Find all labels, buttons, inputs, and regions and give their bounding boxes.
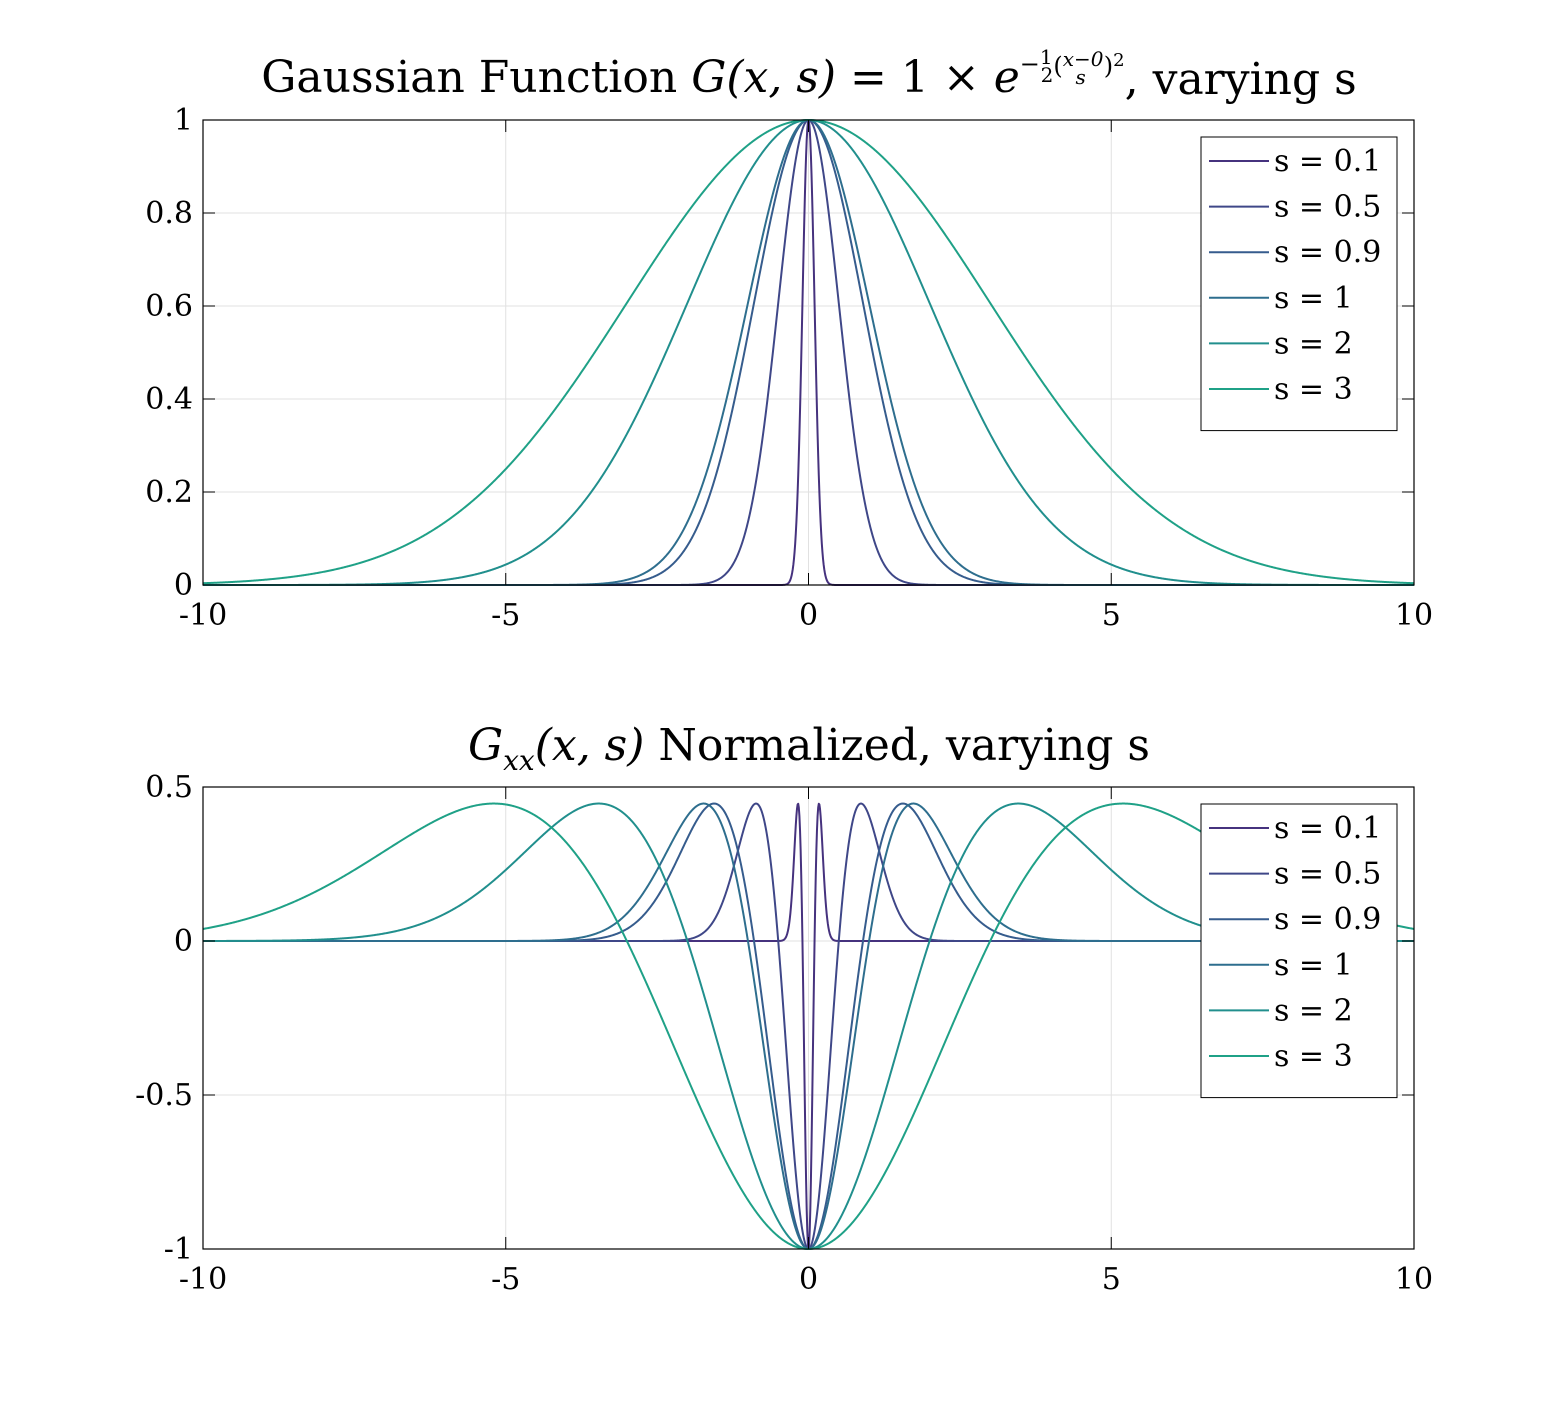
x-tick-label: 5: [1102, 1262, 1121, 1297]
legend-label-2: s = 0.9: [1274, 235, 1381, 270]
bottom-chart-panel: -10 -5 0 5 10-1-0.500.5 s = 0.1s = 0.5s = 0.…: [135, 770, 1433, 1297]
legend-label-1: s = 0.5: [1274, 857, 1381, 892]
top-title-paren-open: (: [1053, 52, 1062, 80]
top-title-paren-close: ): [1104, 52, 1113, 80]
x-tick-label: -10: [179, 598, 227, 633]
bottom-legend: s = 0.1 s = 0.5 s = 0.9 s = 1 s = 2 s = 3: [1200, 803, 1398, 1099]
x-tick-label: -10: [179, 1262, 227, 1297]
y-tick-label: -0.5: [135, 1078, 193, 1113]
top-legend: s = 0.1 s = 0.5 s = 0.9 s = 1 s = 2 s = 3: [1200, 136, 1398, 432]
top-title-e: e: [994, 52, 1020, 103]
x-tick-label: 10: [1395, 1262, 1433, 1297]
top-title-g: G: [691, 52, 726, 103]
top-title-equals: = 1 ×: [836, 52, 994, 103]
legend-box: [1200, 136, 1398, 432]
top-axis-ticks: -10 -5 0 5 10 0 0.2 0.4 0.6 0.8 1: [145, 103, 1433, 633]
legend-label-1: s = 0.5: [1274, 190, 1381, 225]
top-title-frac2-den: s: [1076, 65, 1086, 89]
legend-label-4: s = 2: [1274, 993, 1353, 1028]
legend-label-3: s = 1: [1274, 948, 1353, 983]
y-tick-label: 0.6: [145, 289, 193, 324]
bottom-title-g: G: [468, 720, 503, 771]
bottom-chart-title: Gxx(x, s) Normalized, varying s: [468, 720, 1150, 777]
legend-label-5: s = 3: [1274, 1039, 1353, 1074]
legend-label-4: s = 2: [1274, 326, 1353, 361]
legend-label-2: s = 0.9: [1274, 902, 1381, 937]
legend-label-5: s = 3: [1274, 372, 1353, 407]
top-title-frac2-num: x−0: [1063, 47, 1104, 71]
top-title-args: (x, s): [726, 52, 836, 103]
y-tick-label: 0: [174, 568, 193, 603]
y-tick-label: 0.5: [145, 770, 193, 805]
x-tick-label: -5: [491, 1262, 520, 1297]
top-title-prefix: Gaussian Function: [261, 52, 691, 103]
top-title-suffix: , varying s: [1125, 54, 1357, 105]
legend-label-3: s = 1: [1274, 281, 1353, 316]
top-chart-title: Gaussian Function G(x, s) = 1 × e−1 2(x−0…: [261, 45, 1356, 105]
legend-label-0: s = 0.1: [1274, 811, 1381, 846]
legend-box: [1200, 803, 1398, 1099]
bottom-title-suffix: Normalized, varying s: [644, 720, 1150, 771]
top-title-frac1-num: 1: [1040, 45, 1053, 69]
y-tick-label: 0.2: [145, 475, 193, 510]
y-tick-label: -1: [164, 1232, 193, 1267]
top-title-exp-minus: −: [1020, 50, 1040, 78]
top-title-power: 2: [1113, 50, 1124, 71]
y-tick-label: 0.4: [145, 382, 193, 417]
top-title-frac1-den: 2: [1041, 63, 1054, 87]
x-tick-label: 5: [1102, 598, 1121, 633]
bottom-title-args: (x, s): [535, 720, 645, 771]
bottom-axis-ticks: -10 -5 0 5 10 -1 -0.5 0 0.5: [135, 770, 1433, 1297]
y-tick-label: 0.8: [145, 196, 193, 231]
x-tick-label: 0: [799, 1262, 818, 1297]
y-tick-label: 1: [174, 103, 193, 138]
legend-label-0: s = 0.1: [1274, 144, 1381, 179]
x-tick-label: 10: [1395, 598, 1433, 633]
x-tick-label: -5: [491, 598, 520, 633]
y-tick-label: 0: [174, 924, 193, 959]
bottom-title-sub: xx: [503, 744, 535, 777]
x-tick-label: 0: [799, 598, 818, 633]
